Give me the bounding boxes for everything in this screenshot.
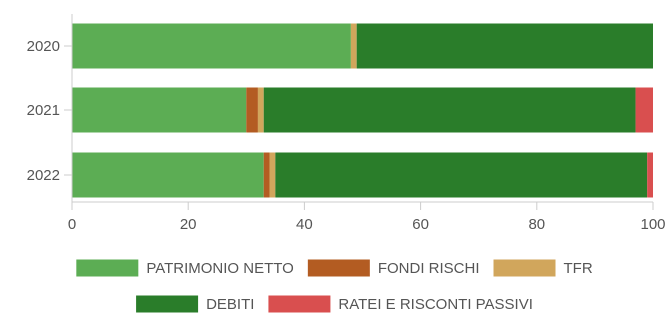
x-tick-label-40: 40 xyxy=(296,216,313,233)
bar-2021-debiti xyxy=(263,87,636,133)
bar-2020-patrimonio-netto xyxy=(72,23,351,69)
y-tick-label-2020: 2020 xyxy=(27,38,60,55)
x-tick-label-100: 100 xyxy=(640,216,665,233)
legend-item-tfr[interactable]: TFR xyxy=(493,259,593,278)
bar-2022-ratei-e-risconti-passivi xyxy=(647,152,653,198)
bar-2022-fondi-rischi xyxy=(263,152,270,198)
legend-swatch-fondi-rischi xyxy=(307,259,370,277)
bar-2022-patrimonio-netto xyxy=(72,152,264,198)
bar-2021-patrimonio-netto xyxy=(72,87,247,133)
bar-2022-debiti xyxy=(275,152,648,198)
bar-2020-debiti xyxy=(356,23,653,69)
legend-swatch-ratei-e-risconti-passivi xyxy=(268,295,331,313)
bar-2021-fondi-rischi xyxy=(246,87,258,133)
legend-label-ratei-e-risconti-passivi: RATEI E RISCONTI PASSIVI xyxy=(338,296,532,313)
bar-2021-tfr xyxy=(257,87,264,133)
bars-layer xyxy=(72,23,653,198)
legend: PATRIMONIO NETTO FONDI RISCHI TFR DEBITI RAT… xyxy=(76,259,593,314)
bar-2020-tfr xyxy=(350,23,357,69)
x-tick-label-20: 20 xyxy=(180,216,197,233)
x-tick-label-0: 0 xyxy=(68,216,76,233)
legend-item-ratei-e-risconti-passivi[interactable]: RATEI E RISCONTI PASSIVI xyxy=(268,295,533,314)
x-tick-label-60: 60 xyxy=(412,216,429,233)
legend-item-debiti[interactable]: DEBITI xyxy=(136,295,254,314)
x-tick-label-80: 80 xyxy=(528,216,545,233)
legend-swatch-debiti xyxy=(136,295,199,313)
legend-label-debiti: DEBITI xyxy=(206,296,254,313)
legend-swatch-patrimonio-netto xyxy=(76,259,139,277)
legend-item-patrimonio-netto[interactable]: PATRIMONIO NETTO xyxy=(76,259,294,278)
legend-swatch-tfr xyxy=(493,259,556,277)
bar-2022-tfr xyxy=(269,152,276,198)
bar-2021-ratei-e-risconti-passivi xyxy=(635,87,653,133)
legend-label-patrimonio-netto: PATRIMONIO NETTO xyxy=(146,260,294,277)
legend-label-fondi-rischi: FONDI RISCHI xyxy=(378,260,480,277)
y-tick-label-2021: 2021 xyxy=(27,102,60,119)
axis-layer: 2020 2021 2022 0 20 40 60 80 100 xyxy=(27,14,666,233)
legend-label-tfr: TFR xyxy=(564,260,593,277)
legend-item-fondi-rischi[interactable]: FONDI RISCHI xyxy=(307,259,480,278)
y-tick-label-2022: 2022 xyxy=(27,167,60,184)
